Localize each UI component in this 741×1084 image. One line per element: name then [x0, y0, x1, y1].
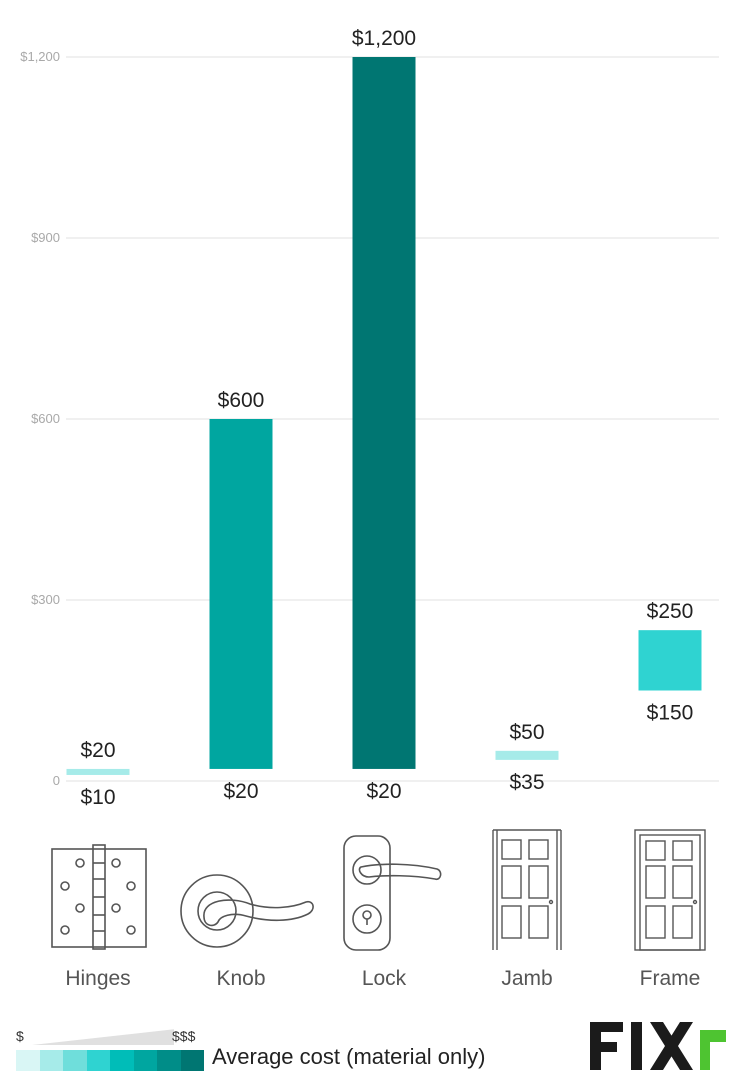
- legend-swatch: [110, 1050, 134, 1071]
- bar-low-label: $20: [366, 780, 401, 803]
- y-tick-label: $1,200: [20, 49, 60, 64]
- legend-swatch: [157, 1050, 181, 1071]
- bar-frame: [638, 630, 702, 691]
- bar-high-label: $1,200: [352, 27, 416, 50]
- door-knob-icon: [180, 874, 314, 948]
- legend-high-label: $$$: [172, 1028, 196, 1044]
- bar-hinges: [66, 768, 130, 775]
- legend-swatch: [39, 1050, 63, 1071]
- legend-swatches: [16, 1050, 204, 1071]
- bar-high-label: $250: [647, 600, 694, 623]
- door-frame-icon: [634, 829, 706, 951]
- bar-high-label: $20: [80, 739, 115, 762]
- bar-low-label: $150: [647, 702, 694, 725]
- legend-swatch: [63, 1050, 87, 1071]
- bar-low-label: $35: [509, 771, 544, 794]
- door-lock-icon: [343, 835, 442, 951]
- legend-swatch: [180, 1050, 204, 1071]
- legend-wedge: [32, 1029, 174, 1045]
- legend-swatch: [133, 1050, 157, 1071]
- door-jamb-icon: [492, 829, 562, 950]
- y-tick-label: 0: [53, 773, 60, 788]
- category-label-knob: Knob: [216, 967, 265, 990]
- legend-low-label: $: [16, 1028, 24, 1044]
- category-label-lock: Lock: [362, 967, 407, 990]
- category-label-hinges: Hinges: [65, 967, 130, 990]
- bar-low-label: $10: [80, 786, 115, 809]
- y-tick-label: $600: [31, 411, 60, 426]
- bar-knob: [209, 419, 273, 769]
- y-tick-label: $300: [31, 592, 60, 607]
- bar-jamb: [495, 750, 559, 760]
- legend-swatch: [16, 1050, 40, 1071]
- bar-lock: [352, 57, 416, 769]
- bar-high-label: $50: [509, 721, 544, 744]
- bar-high-label: $600: [218, 389, 265, 412]
- category-label-frame: Frame: [640, 967, 701, 990]
- category-labels: Hinges Knob Lock Jamb Frame: [65, 967, 701, 990]
- y-tick-label: $900: [31, 230, 60, 245]
- legend-swatch: [86, 1050, 110, 1071]
- bar-low-label: $20: [223, 780, 258, 803]
- cost-range-chart: 0 $300 $600 $900 $1,200 $20 $10 $600 $20 $1,200 $2…: [20, 27, 719, 809]
- legend-title: Average cost (material only): [212, 1044, 486, 1069]
- cost-legend: $ $$$: [16, 1026, 216, 1076]
- hinge-icon: [51, 844, 147, 950]
- category-label-jamb: Jamb: [501, 967, 552, 990]
- fixr-logo: [590, 1022, 726, 1070]
